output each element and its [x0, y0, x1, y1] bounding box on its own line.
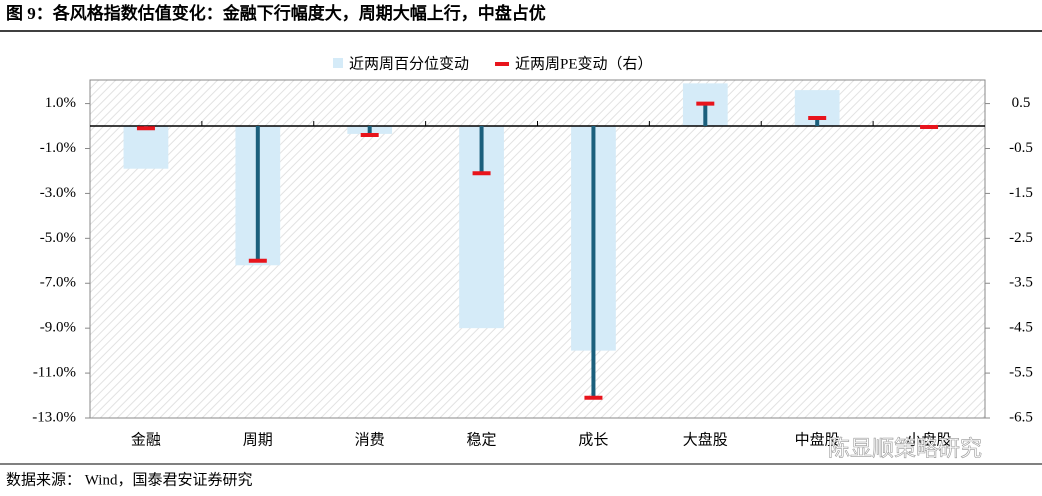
source: 数据来源： Wind，国泰君安证券研究 — [6, 471, 252, 488]
plot-area — [89, 79, 986, 419]
watermark: 陈显顺策略研究 — [828, 437, 982, 462]
y-tick-label: -3.0% — [40, 185, 76, 201]
y-tick-label: 1.0% — [45, 95, 76, 111]
bar — [123, 126, 169, 169]
y-tick-label: -11.0% — [33, 365, 76, 381]
y-tick-label: -9.0% — [40, 320, 76, 336]
x-tick-label: 周期 — [243, 431, 273, 448]
legend-label: 近两周PE变动（右） — [515, 55, 653, 72]
y-tick-label: -5.0% — [40, 230, 76, 246]
y2-tick-label: -0.5 — [1009, 140, 1033, 156]
y2-tick-label: -2.5 — [1009, 230, 1033, 246]
y2-tick-label: -1.5 — [1009, 185, 1033, 201]
x-tick-label: 中盘股 — [795, 430, 840, 448]
x-tick-label: 消费 — [355, 431, 385, 448]
x-tick-label: 小盘股 — [907, 430, 952, 448]
legend-label: 近两周百分位变动 — [349, 55, 469, 72]
y2-tick-label: 0.5 — [1012, 95, 1031, 111]
chart-title: 图 9：各风格指数估值变化：金融下行幅度大，周期大幅上行，中盘占优 — [6, 3, 546, 23]
x-tick-label: 大盘股 — [683, 430, 728, 448]
y2-tick-label: -4.5 — [1009, 320, 1033, 336]
y2-tick-label: -3.5 — [1009, 275, 1033, 291]
y-tick-label: -1.0% — [40, 140, 76, 156]
y-tick-label: -13.0% — [32, 409, 76, 425]
legend-swatch — [333, 58, 343, 68]
y2-tick-label: -6.5 — [1009, 409, 1033, 425]
y2-tick-label: -5.5 — [1009, 365, 1033, 381]
x-tick-label: 稳定 — [467, 431, 497, 448]
y-tick-label: -7.0% — [40, 275, 76, 291]
x-tick-label: 成长 — [578, 431, 608, 448]
x-tick-label: 金融 — [131, 431, 161, 448]
